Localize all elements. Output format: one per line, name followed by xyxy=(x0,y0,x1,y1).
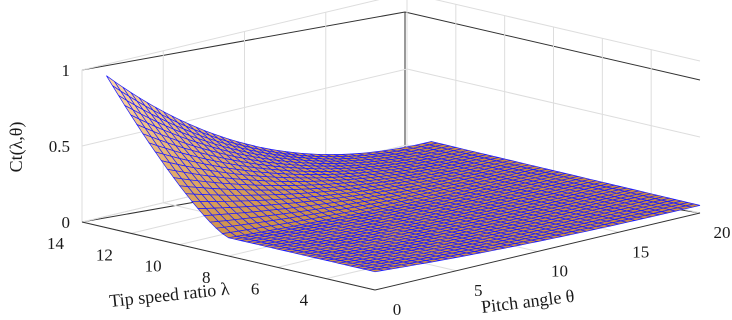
y-axis-line xyxy=(81,221,376,291)
x-tick-label: 0 xyxy=(393,300,402,319)
surface-patch xyxy=(368,268,384,273)
back-edge-top-right xyxy=(404,11,701,81)
y-axis-title: Tip speed ratio λ xyxy=(108,278,230,311)
z-axis-title: Ct(λ,θ) xyxy=(6,122,27,173)
surface-mesh xyxy=(106,75,701,273)
y-tick-label: 14 xyxy=(47,234,65,253)
tick-labels: 0 5 10 15 20 4 6 8 10 12 14 0 0.5 1 xyxy=(47,61,731,319)
y-tick-label: 12 xyxy=(96,245,113,264)
y-tick-label: 10 xyxy=(145,257,162,276)
grid-line-z-wall xyxy=(406,68,701,138)
back-edge-top-left xyxy=(81,11,406,71)
surface-patch xyxy=(106,75,121,92)
x-tick-label: 20 xyxy=(714,223,731,242)
z-tick-label: 0.5 xyxy=(49,137,70,156)
z-tick-label: 1 xyxy=(62,61,71,80)
y-tick-label: 4 xyxy=(300,291,309,310)
y-tick-label: 6 xyxy=(251,279,260,298)
z-tick-label: 0 xyxy=(62,213,71,232)
x-tick-label: 10 xyxy=(551,262,568,281)
y-tick-label: 8 xyxy=(202,268,211,287)
grid-line-z xyxy=(81,68,408,147)
x-tick-label: 5 xyxy=(474,281,483,300)
x-axis-title: Pitch angle θ xyxy=(480,286,575,317)
grid-line-z-wall xyxy=(434,0,701,62)
x-axis-line xyxy=(374,212,701,291)
grid-line-z xyxy=(81,0,380,71)
front-axes xyxy=(81,212,701,291)
x-tick-label: 15 xyxy=(632,242,649,261)
